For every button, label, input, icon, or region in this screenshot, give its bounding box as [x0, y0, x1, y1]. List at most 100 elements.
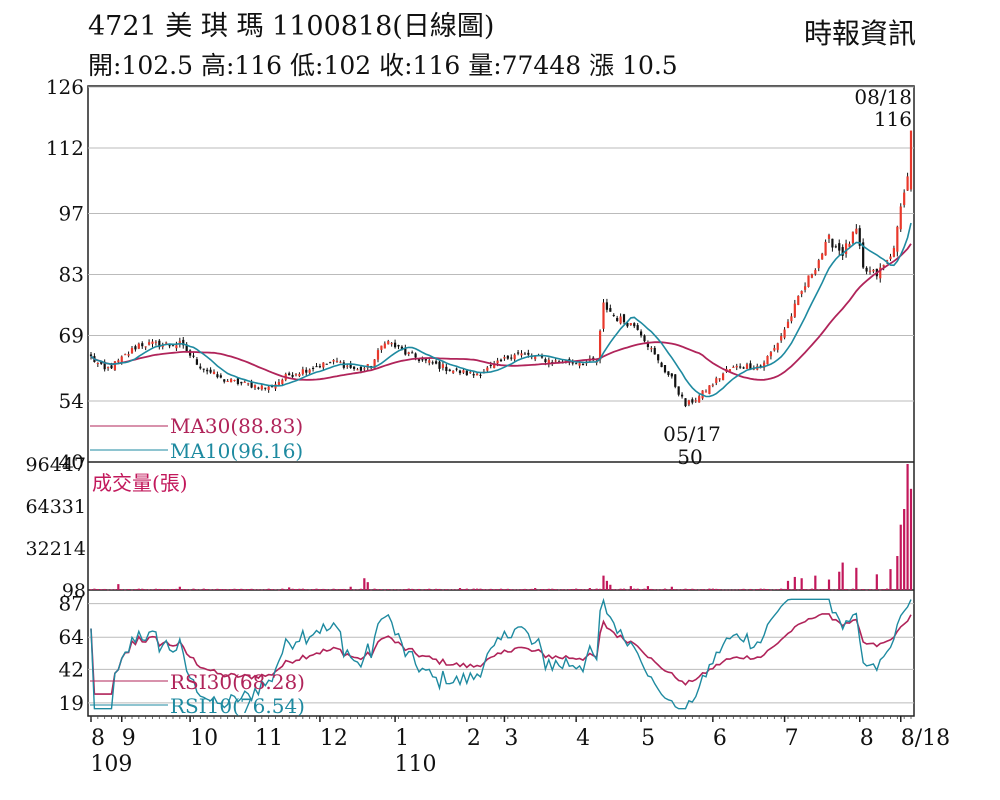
volume-bar	[619, 588, 622, 590]
candle-body	[807, 275, 810, 287]
volume-bar	[380, 589, 383, 590]
candle-body	[903, 192, 906, 205]
candle-body	[100, 361, 103, 364]
volume-bar	[158, 588, 161, 590]
volume-bar	[124, 589, 127, 591]
volume-bar	[575, 588, 578, 590]
volume-bar	[595, 588, 598, 590]
volume-bar	[776, 589, 779, 590]
candle-body	[892, 248, 896, 257]
candle-body	[612, 314, 615, 316]
volume-bar	[602, 575, 605, 590]
candle-body	[674, 374, 677, 387]
price-tick-label: 126	[46, 75, 84, 99]
high-value-label: 116	[874, 107, 912, 131]
candle-body	[858, 228, 861, 246]
volume-bar	[643, 588, 646, 590]
candle-body	[199, 366, 202, 369]
candle-body	[803, 286, 807, 290]
volume-bar	[588, 588, 591, 590]
volume-bar	[96, 588, 99, 590]
year-label: 109	[90, 752, 132, 777]
candle-body	[547, 359, 550, 365]
candle-body	[141, 343, 144, 347]
volume-bar	[858, 589, 861, 590]
candle-body	[332, 360, 335, 362]
candle-body	[151, 341, 154, 344]
volume-bar	[564, 589, 568, 591]
candle-body	[684, 398, 687, 407]
volume-bar	[390, 589, 393, 591]
month-label: 12	[320, 726, 348, 751]
volume-bar	[773, 589, 776, 590]
volume-bar	[134, 589, 137, 590]
candle-body	[834, 246, 837, 248]
candle-body	[469, 372, 472, 374]
candle-body	[96, 362, 99, 365]
volume-bar	[376, 589, 380, 590]
volume-bar	[793, 576, 796, 590]
candle-body	[311, 367, 315, 369]
volume-bar	[103, 588, 106, 590]
candle-body	[124, 354, 127, 356]
volume-bar	[185, 589, 188, 590]
candle-body	[814, 270, 817, 275]
volume-bar	[766, 589, 769, 590]
candle-body	[452, 370, 455, 373]
volume-bar	[274, 589, 277, 590]
candle-body	[879, 267, 882, 279]
candle-body	[851, 231, 855, 243]
volume-bar	[311, 589, 315, 590]
volume-bar	[236, 589, 240, 590]
volume-bar	[421, 589, 424, 591]
candle-body	[281, 379, 284, 385]
volume-bar	[206, 589, 209, 590]
chart-title: 4721 美 琪 瑪 1100818(日線圖)	[88, 11, 495, 42]
volume-bar	[212, 589, 216, 590]
volume-bar	[178, 586, 181, 590]
candle-body	[479, 374, 482, 376]
volume-bar	[762, 588, 766, 590]
candle-body	[643, 335, 646, 342]
candle-body	[698, 396, 701, 403]
candle-body	[773, 348, 776, 351]
candle-body	[110, 365, 113, 369]
candle-body	[400, 346, 404, 350]
rsi30-line	[90, 613, 912, 695]
volume-bar	[503, 589, 506, 590]
volume-bar	[407, 588, 410, 590]
candle-body	[786, 321, 790, 329]
volume-bar	[868, 589, 872, 590]
candle-body	[376, 350, 380, 360]
volume-bar	[903, 509, 906, 590]
volume-bar	[431, 589, 434, 590]
candle-body	[202, 368, 205, 370]
volume-bar	[318, 589, 322, 590]
candle-body	[506, 355, 509, 359]
month-label: 7	[785, 726, 799, 751]
volume-bar	[400, 589, 404, 591]
volume-bar	[807, 589, 810, 590]
candle-body	[838, 243, 841, 251]
volume-bar	[325, 589, 328, 590]
candle-body	[715, 378, 718, 383]
volume-bar	[769, 589, 773, 591]
candle-body	[147, 342, 151, 345]
candle-body	[414, 353, 417, 358]
candle-body	[308, 369, 311, 373]
volume-bar	[281, 588, 284, 590]
candle-body	[475, 373, 479, 376]
volume-bar	[520, 589, 523, 590]
candle-body	[800, 290, 803, 295]
volume-bar	[387, 589, 390, 590]
candle-body	[455, 368, 458, 370]
volume-tick-label: 64331	[26, 496, 86, 518]
volume-bar	[469, 589, 472, 590]
volume-bar	[366, 582, 369, 590]
candle-body	[390, 343, 393, 345]
candle-body	[745, 364, 749, 369]
candle-body	[776, 343, 779, 350]
candle-body	[503, 357, 506, 359]
volume-bar	[790, 589, 793, 590]
volume-bar	[301, 588, 304, 590]
